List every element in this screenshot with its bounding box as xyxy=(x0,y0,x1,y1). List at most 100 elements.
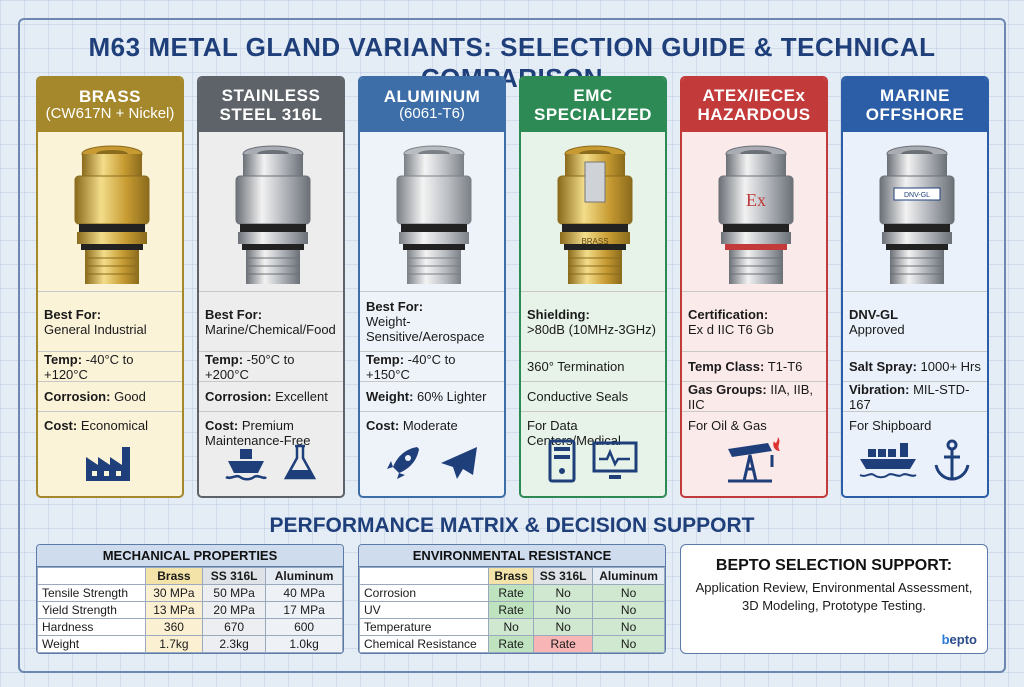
card-header: BRASS (CW617N + Nickel) xyxy=(38,78,182,132)
variant-card-brass: BRASS (CW617N + Nickel) Best For: Genera… xyxy=(36,76,184,498)
airplane-icon xyxy=(437,443,481,488)
spec-label: Salt Spray: xyxy=(849,359,917,374)
card-title: EMC xyxy=(573,85,613,105)
table-cell: Yield Strength xyxy=(37,601,146,619)
table-cell: No xyxy=(533,618,594,636)
bepto-logo: bepto xyxy=(942,632,977,647)
spec-row: Cost: Economical xyxy=(38,412,182,452)
spec-value: Approved xyxy=(849,321,905,337)
variant-card-aluminum: ALUMINUM (6061-T6) Best For: Weight-Sens… xyxy=(358,76,506,498)
spec-value: 360° Termination xyxy=(527,359,625,374)
selection-support-panel: BEPTO SELECTION SUPPORT: Application Rev… xyxy=(680,544,988,654)
cable-gland-image: BRASS xyxy=(557,145,633,284)
card-image-area: BRASS xyxy=(521,132,665,292)
table-cell: Chemical Resistance xyxy=(359,635,490,653)
spec-label: Temp: xyxy=(44,351,83,367)
spec-row: Temp: -40°C to +150°C xyxy=(360,352,504,382)
spec-label: Corrosion: xyxy=(205,389,272,404)
spec-value: Excellent xyxy=(275,389,328,404)
table-cell: 2.3kg xyxy=(201,635,267,653)
variant-card-atex: ATEX/IECEx HAZARDOUS Ex Certification: E… xyxy=(680,76,828,498)
card-title: STAINLESS xyxy=(221,85,321,105)
spec-label: Best For: xyxy=(366,299,424,314)
card-image-area xyxy=(38,132,182,292)
spec-row: Conductive Seals xyxy=(521,382,665,412)
anchor-icon xyxy=(932,439,972,488)
environmental-resistance-panel: ENVIRONMENTAL RESISTANCE Brass SS 316L Alu… xyxy=(358,544,666,654)
table-row: Corrosion Rate No No xyxy=(359,584,665,602)
card-title: ATEX/IECEx xyxy=(702,85,806,105)
spec-row: Best For: Marine/Chemical/Food xyxy=(199,292,343,352)
spec-value: Marine/Chemical/Food xyxy=(205,321,336,337)
cable-gland-image: Ex xyxy=(718,145,794,284)
card-header: EMC SPECIALIZED xyxy=(521,78,665,132)
spec-value: -50°C to +200°C xyxy=(205,351,295,382)
spec-row: Salt Spray: 1000+ Hrs xyxy=(843,352,987,382)
table-cell: No xyxy=(592,635,665,653)
spec-row: Temp: -50°C to +200°C xyxy=(199,352,343,382)
spec-row: Corrosion: Excellent xyxy=(199,382,343,412)
spec-row: 360° Termination xyxy=(521,352,665,382)
table-header-row: Brass SS 316L Aluminum xyxy=(359,567,665,585)
spec-row: Temp: -40°C to +120°C xyxy=(38,352,182,382)
table-cell: UV xyxy=(359,601,490,619)
card-title: MARINE xyxy=(879,85,951,105)
spec-value: Ex d IIC T6 Gb xyxy=(688,321,774,337)
card-image-area: Ex xyxy=(682,132,826,292)
spec-value: >80dB (10MHz-3GHz) xyxy=(527,321,656,337)
mechanical-table: Brass SS 316L Aluminum Tensile Strength 30 M… xyxy=(37,567,343,653)
table-cell: Temperature xyxy=(359,618,490,636)
column-header: Aluminum xyxy=(265,567,343,585)
card-title: BRASS xyxy=(78,87,141,107)
spec-value: 60% Lighter xyxy=(417,389,487,404)
table-header-row: Brass SS 316L Aluminum xyxy=(37,567,343,585)
table-cell: 20 MPa xyxy=(201,601,267,619)
spec-label: DNV-GL xyxy=(849,306,899,322)
variant-card-stainless: STAINLESS STEEL 316L Best For: Marine/Ch… xyxy=(197,76,345,498)
table-cell: No xyxy=(533,601,594,619)
card-subtitle: HAZARDOUS xyxy=(697,105,811,124)
column-header: Brass xyxy=(144,567,204,585)
mechanical-properties-title: MECHANICAL PROPERTIES xyxy=(37,545,343,567)
monitor-icon xyxy=(591,439,639,488)
card-subtitle: OFFSHORE xyxy=(865,105,965,124)
column-header xyxy=(37,567,146,585)
spec-row: Vibration: MIL-STD-167 xyxy=(843,382,987,412)
table-row: UV Rate No No xyxy=(359,601,665,619)
spec-row: Corrosion: Good xyxy=(38,382,182,412)
spec-value: Conductive Seals xyxy=(527,389,629,404)
table-cell: No xyxy=(592,618,665,636)
card-subtitle: SPECIALIZED xyxy=(534,105,652,124)
card-header: ALUMINUM (6061-T6) xyxy=(360,78,504,132)
variant-card-marine: MARINE OFFSHORE DNV-GL DNV-GL Approved S… xyxy=(841,76,989,498)
logo-text: epto xyxy=(949,632,977,647)
card-header: STAINLESS STEEL 316L xyxy=(199,78,343,132)
server-icon xyxy=(547,439,577,488)
table-cell: No xyxy=(592,601,665,619)
spec-row: Cost: Moderate xyxy=(360,412,504,452)
support-body: Application Review, Environmental Assess… xyxy=(695,580,973,613)
column-header: Brass xyxy=(488,567,535,585)
spec-label: Vibration: xyxy=(849,381,910,397)
section-title: PERFORMANCE MATRIX & DECISION SUPPORT xyxy=(269,514,755,537)
spec-value: Weight-Sensitive/Aerospace xyxy=(366,314,485,344)
spec-label: Shielding: xyxy=(527,306,590,322)
column-header: SS 316L xyxy=(533,567,594,585)
column-header: SS 316L xyxy=(201,567,267,585)
table-cell: Rate xyxy=(488,635,535,653)
spec-label: Temp: xyxy=(205,351,244,367)
table-cell: 360 xyxy=(144,618,204,636)
flask-icon xyxy=(282,443,318,488)
dnv-label-text: DNV-GL xyxy=(904,192,930,199)
spec-row: Gas Groups: IIA, IIB, IIC xyxy=(682,382,826,412)
table-cell: Rate xyxy=(488,584,535,602)
card-icons xyxy=(38,443,182,488)
spec-row: Cost: Premium Maintenance-Free xyxy=(199,412,343,452)
rocket-icon xyxy=(383,443,423,488)
gland-label-text: BRASS xyxy=(581,237,608,246)
environmental-resistance-title: ENVIRONMENTAL RESISTANCE xyxy=(359,545,665,567)
table-cell: Rate xyxy=(488,601,535,619)
spec-label: Temp Class: xyxy=(688,359,765,374)
spec-value: General Industrial xyxy=(44,321,147,337)
card-icons xyxy=(682,435,826,488)
